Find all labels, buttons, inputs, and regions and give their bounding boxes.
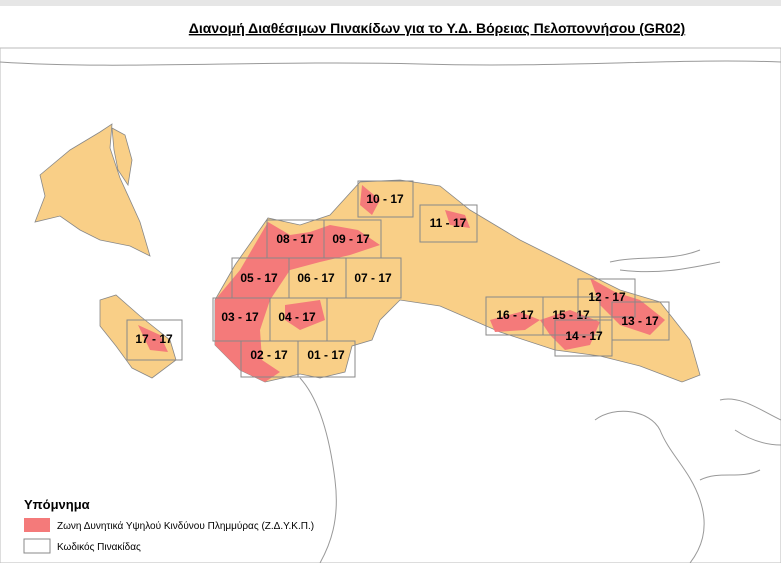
tile-label: 10 - 17 — [366, 192, 404, 206]
tile-label: 15 - 17 — [552, 308, 590, 322]
tiles: 10 - 17 11 - 17 08 - 17 09 - 17 05 - 17 … — [126, 180, 670, 378]
legend-label: Κωδικός Πινακίδας — [57, 541, 141, 553]
tile-label: 16 - 17 — [496, 308, 534, 322]
legend: Υπόμνημα Ζωνη Δυνητικά Υψηλού Κινδύνου Π… — [23, 497, 314, 554]
background-coastlines — [0, 60, 781, 564]
legend-label: Ζωνη Δυνητικά Υψηλού Κινδύνου Πλημμύρας … — [57, 520, 314, 532]
legend-swatch — [23, 538, 51, 554]
legend-swatch — [24, 518, 50, 532]
map-title: Διανομή Διαθέσιμων Πινακίδων για το Υ.Δ.… — [189, 20, 685, 36]
tile-label: 12 - 17 — [588, 290, 626, 304]
tile — [297, 340, 356, 378]
tile-label: 08 - 17 — [276, 232, 314, 246]
flood-zones — [138, 185, 665, 382]
tile-label: 01 - 17 — [307, 348, 345, 362]
tile-label: 03 - 17 — [221, 310, 259, 324]
tile-label: 14 - 17 — [565, 329, 603, 343]
tile-label: 06 - 17 — [297, 271, 335, 285]
tile — [419, 204, 478, 243]
tile-label: 02 - 17 — [250, 348, 288, 362]
tile — [345, 257, 402, 299]
tile-label: 05 - 17 — [240, 271, 278, 285]
tile-label: 09 - 17 — [332, 232, 370, 246]
tile — [126, 319, 183, 361]
tile — [577, 278, 636, 318]
tile-label: 13 - 17 — [621, 314, 659, 328]
top-bar — [0, 0, 781, 6]
tile-label: 17 - 17 — [135, 332, 173, 346]
tile — [357, 180, 414, 218]
tile-label: 11 - 17 — [430, 216, 467, 230]
tile — [611, 301, 670, 341]
legend-title: Υπόμνημα — [24, 497, 90, 512]
tile-label: 07 - 17 — [354, 271, 392, 285]
tile-label: 04 - 17 — [278, 310, 316, 324]
tile — [542, 296, 601, 336]
